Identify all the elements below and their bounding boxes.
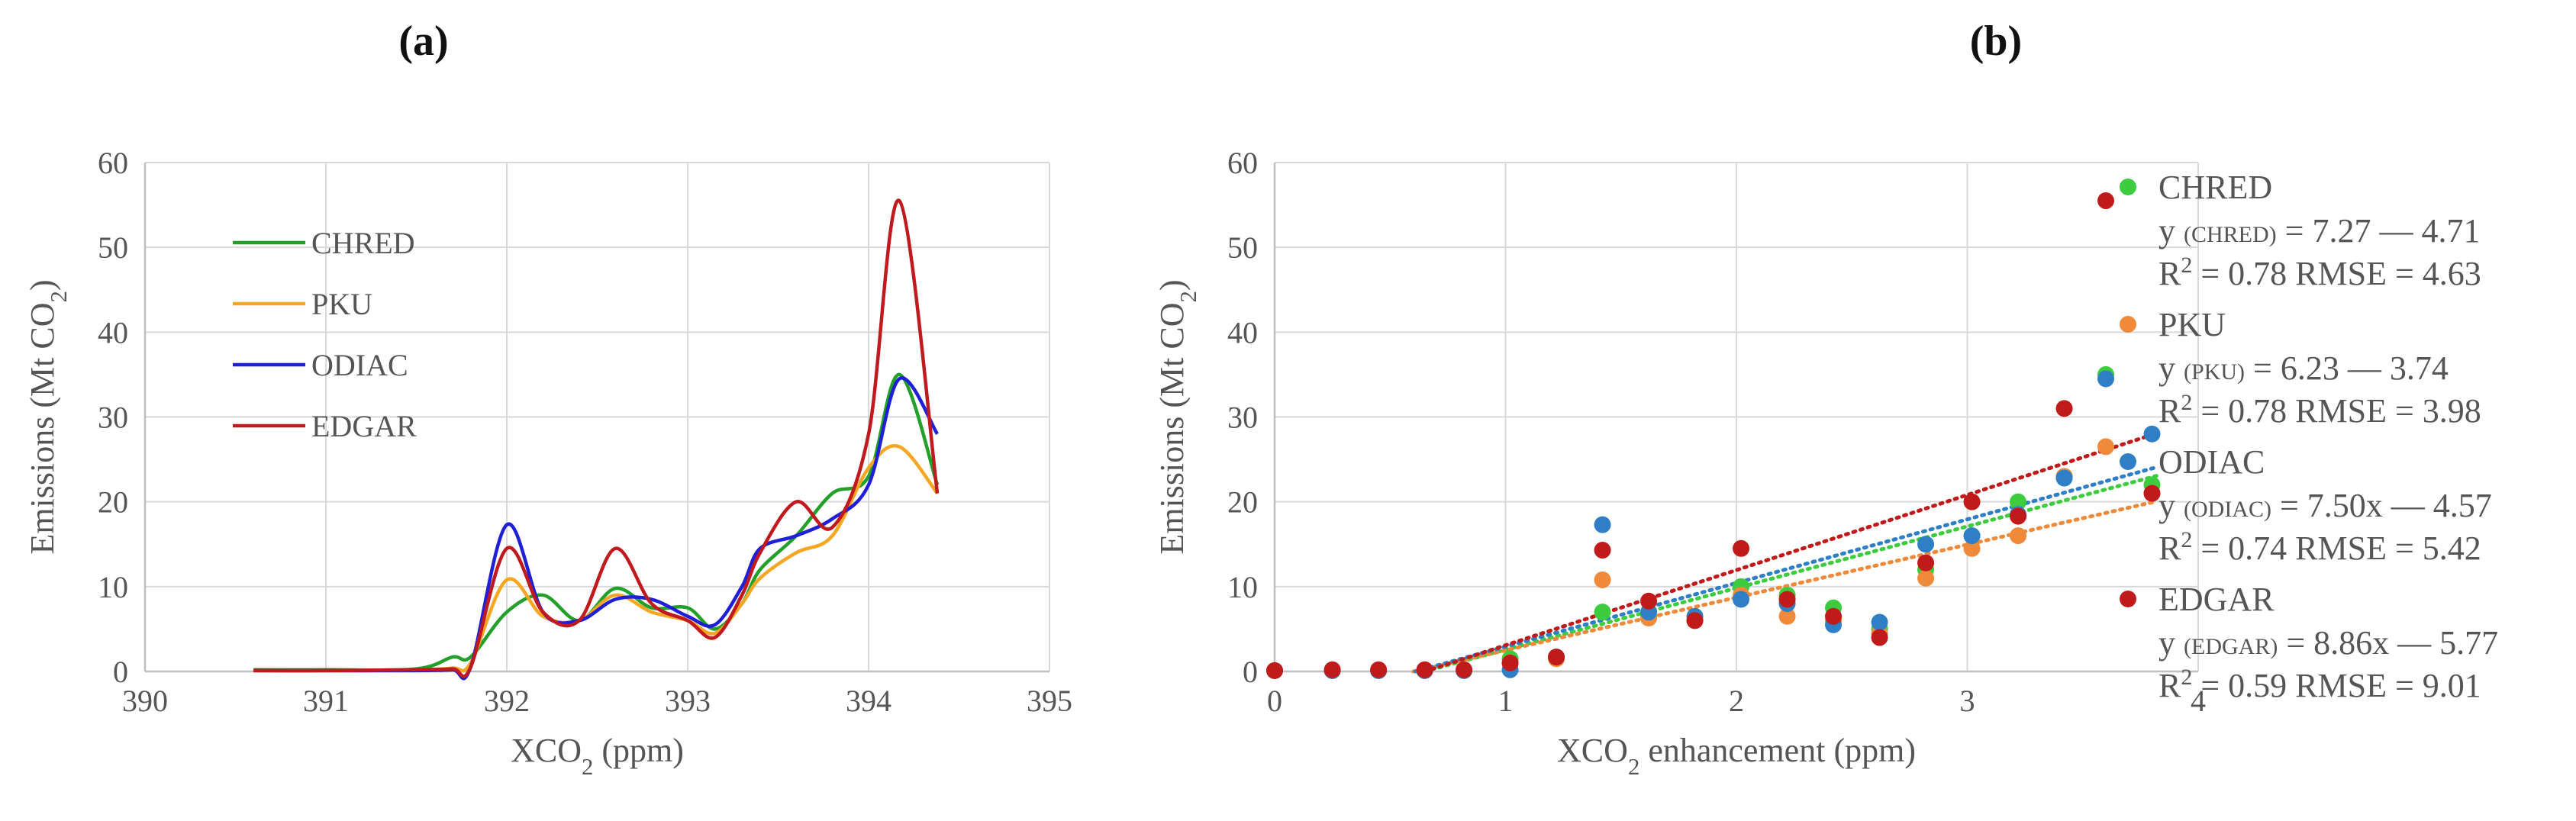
chart-b-point-edgar xyxy=(1594,542,1611,559)
chart-b-ytick-10: 10 xyxy=(1227,570,1258,604)
chart-b-xtick-2: 2 xyxy=(1729,684,1744,718)
chart-b-point-edgar xyxy=(2010,507,2027,525)
legend-b-stats-edgar: R2 = 0.59 RMSE = 9.01 xyxy=(2158,665,2481,705)
chart-b-point-edgar xyxy=(1640,592,1658,610)
chart-b-point-edgar xyxy=(1370,661,1388,678)
chart-a-ytick-30: 30 xyxy=(98,401,128,435)
chart-b-point-edgar xyxy=(1871,629,1888,646)
chart-b-point-odiac xyxy=(1963,527,1981,545)
chart-a-ytick-40: 40 xyxy=(98,315,128,349)
panel-b-label: (b) xyxy=(1970,18,2022,65)
chart-a: 0 10 20 30 40 50 60 390 391 392 393 394 395 XCO2 (ppm… xyxy=(24,146,1072,780)
legend-a-label-odiac: ODIAC xyxy=(311,348,408,382)
chart-b-point-edgar xyxy=(1686,612,1704,629)
legend-b-equation-pku: y (PKU) = 6.23 — 3.74 xyxy=(2158,349,2449,387)
chart-b-point-edgar xyxy=(1548,649,1565,666)
chart-b-ytick-50: 50 xyxy=(1227,230,1258,265)
chart-b-ytick-40: 40 xyxy=(1227,315,1258,349)
chart-b-point-pku xyxy=(1594,571,1611,588)
chart-a-xtick-391: 391 xyxy=(303,684,349,718)
chart-a-ytick-10: 10 xyxy=(98,570,128,604)
chart-b-point-edgar xyxy=(2055,400,2073,417)
legend-a-label-chred: CHRED xyxy=(311,226,415,260)
legend-b-label-edgar: EDGAR xyxy=(2158,581,2275,618)
chart-b-point-odiac xyxy=(2143,425,2161,443)
chart-a-y-label: Emissions (Mt CO2) xyxy=(24,279,72,554)
chart-b-x-label: XCO2 enhancement (ppm) xyxy=(1557,732,1916,780)
chart-b-trend-pku xyxy=(1411,499,2159,674)
legend-b-marker-edgar xyxy=(2120,591,2136,607)
chart-b-point-edgar xyxy=(1825,607,1843,625)
chart-b-ytick-60: 60 xyxy=(1227,146,1258,180)
chart-b: 0 10 20 30 40 50 60 0 1 2 3 4 XCO2 enhancement (ppm)… xyxy=(1153,146,2498,780)
chart-b-point-odiac xyxy=(1733,591,1750,608)
chart-b-y-label: Emissions (Mt CO2) xyxy=(1153,279,1201,554)
chart-a-x-label: XCO2 (ppm) xyxy=(511,732,684,780)
chart-a-xtick-394: 394 xyxy=(846,684,891,718)
legend-b-stats-pku: R2 = 0.78 RMSE = 3.98 xyxy=(2158,390,2481,430)
chart-b-ytick-0: 0 xyxy=(1243,655,1258,689)
chart-b-xtick-0: 0 xyxy=(1267,684,1282,718)
chart-b-trend-chred xyxy=(1422,474,2159,674)
legend-b-label-pku: PKU xyxy=(2158,306,2226,343)
chart-b-point-edgar xyxy=(2143,485,2161,502)
chart-b-point-edgar xyxy=(1733,539,1750,557)
panel-a-label: (a) xyxy=(398,18,448,65)
chart-b-point-pku xyxy=(1778,607,1796,625)
chart-b-point-edgar xyxy=(1501,654,1519,671)
chart-b-xtick-4: 4 xyxy=(2191,684,2206,718)
chart-b-point-chred xyxy=(2010,493,2027,510)
chart-b-point-odiac xyxy=(1917,536,1935,553)
chart-a-xtick-392: 392 xyxy=(484,684,530,718)
chart-b-point-edgar xyxy=(1323,661,1341,678)
legend-a-label-pku: PKU xyxy=(311,287,372,321)
chart-b-ytick-20: 20 xyxy=(1227,485,1258,520)
chart-b-point-odiac xyxy=(1871,613,1888,631)
chart-b-point-edgar xyxy=(1963,493,1981,510)
legend-b-label-odiac: ODIAC xyxy=(2158,443,2265,481)
chart-b-ytick-30: 30 xyxy=(1227,401,1258,435)
legend-b-label-chred: CHRED xyxy=(2158,169,2272,206)
legend-b-marker-chred xyxy=(2120,179,2136,195)
chart-a-line-edgar xyxy=(253,198,940,678)
chart-a-line-pku xyxy=(253,443,939,673)
chart-b-point-pku xyxy=(1917,569,1935,587)
chart-b-point-pku xyxy=(2010,527,2027,545)
chart-a-xtick-395: 395 xyxy=(1027,684,1072,718)
chart-b-point-odiac xyxy=(2097,370,2114,388)
chart-a-legend: CHRED PKU ODIAC EDGAR xyxy=(233,226,417,443)
chart-b-point-edgar xyxy=(1917,554,1935,571)
chart-b-point-edgar xyxy=(2097,192,2114,210)
chart-b-point-pku xyxy=(1963,539,1981,557)
chart-b-xtick-3: 3 xyxy=(1960,684,1975,718)
legend-b-marker-odiac xyxy=(2120,453,2136,470)
legend-b-stats-chred: R2 = 0.78 RMSE = 4.63 xyxy=(2158,253,2481,293)
legend-b-equation-odiac: y (ODIAC) = 7.50x — 4.57 xyxy=(2158,487,2492,524)
legend-a-label-edgar: EDGAR xyxy=(311,409,417,443)
chart-b-point-pku xyxy=(2097,438,2114,456)
chart-b-trend-odiac xyxy=(1413,465,2159,674)
legend-b-stats-odiac: R2 = 0.74 RMSE = 5.42 xyxy=(2158,527,2481,568)
chart-b-point-edgar xyxy=(1416,661,1433,678)
chart-a-ytick-50: 50 xyxy=(98,230,128,265)
chart-b-point-odiac xyxy=(2055,469,2073,487)
chart-b-point-edgar xyxy=(1778,591,1796,608)
chart-b-point-edgar xyxy=(1266,662,1283,679)
chart-a-ytick-20: 20 xyxy=(98,485,128,520)
chart-b-point-odiac xyxy=(1594,516,1611,533)
chart-a-xtick-390: 390 xyxy=(122,684,168,718)
legend-b-equation-chred: y (CHRED) = 7.27 — 4.71 xyxy=(2158,212,2480,250)
chart-b-trend-edgar xyxy=(1423,431,2159,674)
chart-b-xtick-1: 1 xyxy=(1498,684,1514,718)
chart-a-ytick-60: 60 xyxy=(98,146,128,180)
legend-b-marker-pku xyxy=(2120,316,2136,333)
legend-b-equation-edgar: y (EDGAR) = 8.86x — 5.77 xyxy=(2158,624,2498,662)
chart-a-xtick-393: 393 xyxy=(665,684,711,718)
chart-a-ytick-0: 0 xyxy=(113,655,128,689)
chart-b-point-chred xyxy=(1594,604,1611,621)
chart-b-point-edgar xyxy=(1456,661,1473,678)
